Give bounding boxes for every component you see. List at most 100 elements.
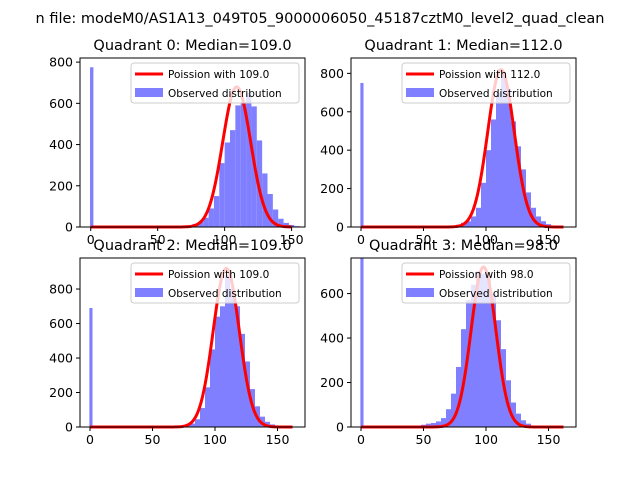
legend-label-observed: Observed distribution xyxy=(168,88,282,100)
legend-label-poisson: Poission with 109.0 xyxy=(168,269,269,281)
legend-label-poisson: Poission with 112.0 xyxy=(439,69,540,81)
figure-suptitle: n file: modeM0/AS1A13_049T05_9000006050_… xyxy=(36,11,605,27)
y-tick-label: 600 xyxy=(49,316,73,331)
y-tick-label: 800 xyxy=(320,66,344,81)
histogram-bar xyxy=(272,209,279,227)
y-tick-label: 0 xyxy=(65,220,73,235)
histogram-bar xyxy=(360,258,364,427)
x-tick-label: 150 xyxy=(266,432,290,447)
x-tick-label: 100 xyxy=(213,232,237,247)
histogram-bar xyxy=(426,423,431,427)
histogram-bar xyxy=(466,300,471,427)
histogram-bar xyxy=(491,119,496,227)
y-tick-label: 800 xyxy=(49,55,73,70)
histogram-bar xyxy=(245,361,250,427)
histogram-bar xyxy=(210,349,215,427)
histogram-bar xyxy=(486,278,491,427)
x-tick-label: 50 xyxy=(145,432,161,447)
histogram-bar xyxy=(456,366,461,427)
histogram-bar xyxy=(235,105,241,227)
histogram-bar xyxy=(197,221,204,227)
histogram-bar xyxy=(267,194,273,227)
quadrant-0-panel: Quadrant 0: Median=109.0 0 50 100 150 0 200 400… xyxy=(49,38,306,247)
histogram-bar xyxy=(360,82,364,227)
histogram-bar xyxy=(451,393,456,427)
histogram-bar xyxy=(481,273,486,427)
histogram-bar xyxy=(208,208,214,227)
histogram-bar xyxy=(240,103,247,227)
histogram-bar xyxy=(224,142,230,227)
histogram-bar xyxy=(283,222,289,227)
legend-box xyxy=(401,62,571,104)
y-tick-label: 200 xyxy=(49,385,73,400)
histogram-bar xyxy=(516,146,521,227)
legend-label-observed: Observed distribution xyxy=(168,288,282,300)
histogram-bar xyxy=(466,221,471,227)
axes-frame xyxy=(350,57,577,228)
panel-title: Quadrant 3: Median=98.0 xyxy=(369,238,558,254)
y-tick-label: 200 xyxy=(49,178,73,193)
histogram-bar xyxy=(205,387,210,427)
histogram-bar xyxy=(225,275,230,427)
histogram-bar xyxy=(240,333,245,427)
histogram-bar xyxy=(521,169,526,227)
y-tick-label: 600 xyxy=(320,286,344,301)
axes-frame xyxy=(350,257,577,428)
x-tick-label: 0 xyxy=(357,432,365,447)
x-tick-label: 150 xyxy=(537,232,561,247)
histogram-bar xyxy=(230,130,236,227)
histogram-bar xyxy=(496,92,501,228)
histogram-bar xyxy=(262,173,268,227)
x-tick-label: 100 xyxy=(474,232,498,247)
histogram-bar xyxy=(506,88,511,228)
histogram-bar xyxy=(203,217,209,227)
histogram-bar xyxy=(501,75,506,227)
histogram-bar xyxy=(220,306,225,427)
legend-bar-swatch xyxy=(406,88,434,97)
histogram-bar xyxy=(213,196,220,227)
y-tick-label: 200 xyxy=(320,375,344,390)
histogram-bar xyxy=(441,418,446,427)
histogram-bar xyxy=(481,182,486,227)
legend: Poission with 112.0 Observed distribution xyxy=(401,62,571,104)
panel-title: Quadrant 1: Median=112.0 xyxy=(364,38,562,54)
histogram-bar xyxy=(219,163,225,227)
legend-label-observed: Observed distribution xyxy=(439,288,553,300)
histogram-bar xyxy=(200,408,205,427)
panel-title: Quadrant 0: Median=109.0 xyxy=(93,38,291,54)
x-tick-label: 50 xyxy=(416,432,432,447)
legend-bar-swatch xyxy=(135,88,163,97)
histogram-bar xyxy=(90,67,94,228)
histogram-bar xyxy=(476,207,481,227)
histogram-bar xyxy=(215,316,220,427)
legend: Poission with 109.0 Observed distribution xyxy=(130,62,300,104)
x-tick-label: 100 xyxy=(203,432,227,447)
axes-frame xyxy=(79,257,306,428)
y-tick-label: 400 xyxy=(49,137,73,152)
y-tick-label: 200 xyxy=(320,181,344,196)
x-tick-label: 150 xyxy=(280,232,304,247)
legend-box xyxy=(401,262,571,304)
histogram-bar xyxy=(521,420,526,427)
legend: Poission with 98.0 Observed distribution xyxy=(401,262,571,304)
legend-label-poisson: Poission with 109.0 xyxy=(168,69,269,81)
y-tick-label: 0 xyxy=(336,220,344,235)
legend-box xyxy=(130,62,300,104)
histogram-bar xyxy=(471,284,476,427)
legend-label-poisson: Poission with 98.0 xyxy=(439,269,534,281)
histogram-bar xyxy=(536,216,541,227)
histogram-bar xyxy=(541,221,546,227)
histogram-bar xyxy=(491,293,496,427)
histogram-bar xyxy=(516,413,521,427)
y-tick-label: 0 xyxy=(336,420,344,435)
histogram-bar xyxy=(246,93,252,227)
histogram-bar xyxy=(431,422,436,427)
histogram-bar xyxy=(476,271,481,427)
y-tick-label: 400 xyxy=(49,351,73,366)
histogram-bar xyxy=(230,289,235,427)
x-tick-label: 50 xyxy=(416,232,432,247)
histogram-bar xyxy=(195,419,200,427)
histogram-bars xyxy=(360,75,566,228)
x-tick-label: 100 xyxy=(474,432,498,447)
